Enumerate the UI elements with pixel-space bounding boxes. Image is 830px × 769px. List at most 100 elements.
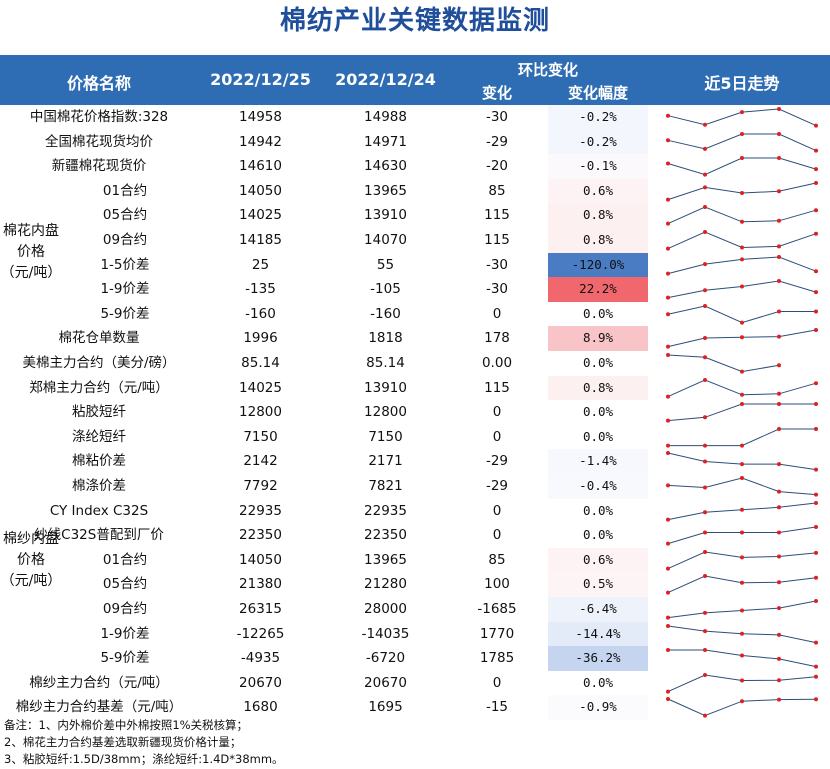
sparkline-point: [703, 261, 707, 266]
table-row: 美棉主力合约（美分/磅） 85.14 85.14 0.00 0.0%: [0, 351, 830, 376]
sparkline-point: [777, 309, 781, 314]
table-row: 05合约 21380 21280 100 0.5%: [0, 572, 830, 597]
sparkline-line: [668, 428, 816, 446]
row-name: 纱线C32S普配到厂价: [34, 527, 164, 544]
sparkline-point: [814, 402, 818, 407]
group-label-line: 价格: [17, 551, 45, 568]
row-value-date1: 14050: [239, 551, 282, 568]
sparkline-point: [703, 146, 707, 151]
trend-sparkline: [662, 105, 822, 130]
row-value-date1: 26315: [239, 601, 282, 617]
table-row: 1-9价差 -135 -105 -30 22.2%: [0, 277, 830, 302]
row-value-date1: 1996: [243, 330, 278, 347]
sparkline-point: [740, 335, 744, 340]
trend-sparkline: [662, 130, 822, 155]
row-change-pct: -0.1%: [548, 154, 648, 179]
sparkline-point: [740, 156, 744, 161]
sparkline-point: [777, 391, 781, 396]
row-change-pct: -36.2%: [548, 646, 648, 671]
sparkline-point: [777, 530, 781, 535]
row-value-date1: 14958: [239, 109, 282, 125]
sparkline-point: [666, 271, 670, 276]
sparkline-point: [740, 443, 744, 448]
row-change: 85: [488, 182, 506, 199]
sparkline-point: [814, 525, 818, 530]
sparkline-line: [667, 280, 817, 299]
row-change-pct: 0.8%: [548, 203, 648, 228]
sparkline-point: [666, 541, 670, 546]
sparkline-line: [667, 526, 817, 545]
row-value-date2: 13910: [364, 207, 407, 224]
sparkline-point: [814, 697, 818, 702]
sparkline-point: [740, 555, 744, 560]
table-row: 5-9价差 -4935 -6720 1785 -36.2%: [0, 646, 830, 671]
row-value-date1: 14025: [239, 379, 282, 396]
row-name: 09合约: [102, 232, 148, 248]
row-change-pct: 0.0%: [548, 400, 648, 425]
row-change-pct: -14.4%: [548, 621, 648, 647]
row-change-pct: 0.0%: [548, 424, 648, 450]
sparkline-point: [703, 610, 707, 615]
group-label-line: 棉纱内盘: [3, 530, 59, 547]
row-value-date1: 22935: [239, 502, 282, 519]
sparkline-point: [777, 254, 781, 259]
note-line: 3、粘胶短纤:1.5D/38mm；涤纶短纤:1.4D*38mm。: [4, 752, 284, 766]
row-change: 115: [484, 379, 510, 396]
row-name: 粘胶短纤: [72, 404, 126, 421]
sparkline-line: [667, 674, 817, 692]
sparkline-line: [667, 354, 780, 373]
sparkline-point: [740, 369, 744, 374]
row-value-date2: 14971: [364, 133, 407, 150]
row-name: 中国棉花价格指数:328: [29, 109, 169, 125]
sparkline-point: [666, 623, 670, 628]
trend-sparkline: [662, 351, 822, 376]
trend-sparkline: [662, 622, 822, 647]
sparkline-point: [740, 462, 744, 467]
row-change: 100: [484, 576, 510, 593]
row-value-date1: 14610: [239, 158, 282, 175]
trend-sparkline: [662, 179, 822, 204]
row-change: 1785: [479, 650, 515, 667]
row-change-pct: 0.8%: [548, 228, 648, 253]
sparkline-point: [777, 334, 781, 339]
sparkline-point: [666, 517, 670, 522]
sparkline-point: [740, 653, 744, 658]
sparkline-point: [703, 355, 707, 360]
row-change-pct: 0.8%: [548, 375, 648, 401]
sparkline-point: [666, 418, 670, 423]
row-value-date2: -105: [370, 281, 401, 298]
row-change: 0: [492, 305, 502, 322]
sparkline-point: [777, 131, 781, 136]
sparkline-point: [814, 231, 818, 236]
sparkline-point: [814, 167, 818, 172]
page-title: 棉纺产业关键数据监测: [279, 6, 550, 36]
row-change-pct: 0.5%: [548, 572, 648, 597]
row-change-pct: 0.0%: [548, 351, 648, 376]
sparkline-point: [814, 290, 818, 295]
row-value-date2: 12800: [364, 404, 407, 421]
row-change: 0: [492, 527, 502, 544]
row-value-date2: 28000: [364, 601, 407, 617]
sparkline-point: [777, 402, 781, 407]
sparkline-point: [703, 485, 707, 490]
group-label-line: （元/吨）: [0, 265, 62, 282]
table-row: 01合约 14050 13965 85 0.6%: [0, 547, 830, 573]
row-value-date2: 13965: [364, 182, 407, 199]
sparkline-point: [666, 295, 670, 300]
group-label-line: 棉花内盘: [3, 223, 59, 240]
sparkline-point: [666, 451, 670, 456]
row-change-pct: -6.4%: [548, 597, 648, 622]
group-label-line: 价格: [17, 244, 45, 261]
trend-sparkline: [662, 671, 822, 696]
row-name: 05合约: [102, 207, 148, 224]
sparkline-point: [740, 608, 744, 613]
group-label: 棉纱内盘 价格 （元/吨）: [0, 529, 62, 592]
sparkline-point: [740, 678, 744, 683]
row-value-date2: -14035: [361, 625, 410, 642]
row-change-pct: 0.0%: [548, 301, 648, 327]
sparkline-point: [814, 180, 818, 185]
row-value-date2: 55: [376, 256, 395, 273]
sparkline-point: [740, 631, 744, 636]
table-row: 09合约 26315 28000 -1685 -6.4%: [0, 597, 830, 622]
sparkline-point: [666, 648, 670, 653]
